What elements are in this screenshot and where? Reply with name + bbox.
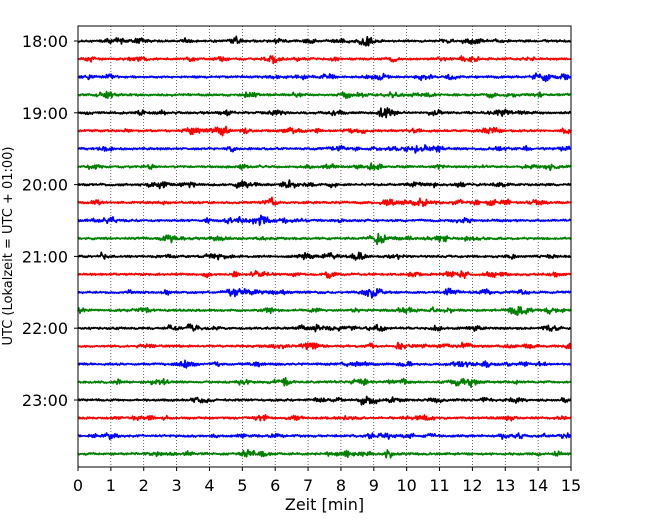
x-tick-label-5: 5 [237,476,247,495]
trace-2045 [77,232,572,246]
trace-2145 [77,305,572,317]
trace-2115 [77,269,572,280]
y-tick-label-2100: 21:00 [22,247,68,266]
trace-2230 [77,359,572,369]
x-axis-label: Zeit [min] [285,495,364,514]
trace-2200 [77,323,572,333]
trace-1800 [77,35,572,47]
y-axis-ticks: 18:00 19:00 20:00 21:00 22:00 23:00 [22,32,78,410]
trace-1830 [77,72,572,83]
y-tick-label-2000: 20:00 [22,176,68,195]
y-axis-label: UTC (Lokalzeit = UTC + 01:00) [1,147,16,346]
x-tick-label-3: 3 [172,476,182,495]
trace-2030 [77,214,572,226]
trace-1945 [77,162,572,172]
trace-2130 [77,287,572,299]
trace-1900 [77,107,572,119]
x-tick-label-6: 6 [270,476,280,495]
trace-1930 [77,144,572,154]
y-tick-label-1900: 19:00 [22,104,68,123]
plot-frame [77,25,572,468]
x-tick-label-15: 15 [561,476,581,495]
trace-2300 [77,395,572,406]
x-tick-label-2: 2 [139,476,149,495]
x-tick-label-8: 8 [336,476,346,495]
trace-1915 [77,125,572,137]
trace-lines [77,35,572,459]
x-tick-label-1: 1 [106,476,116,495]
x-tick-label-11: 11 [429,476,449,495]
y-tick-label-2200: 22:00 [22,319,68,338]
trace-2015 [77,196,572,208]
trace-1845 [77,90,572,100]
x-tick-label-14: 14 [528,476,548,495]
x-tick-label-7: 7 [303,476,313,495]
trace-2215 [77,341,572,351]
x-tick-label-9: 9 [369,476,379,495]
trace-2315 [77,414,572,422]
trace-2100 [77,251,572,261]
x-tick-label-12: 12 [462,476,482,495]
trace-2345 [77,448,572,459]
x-axis-ticks: 0 1 2 3 4 5 6 7 8 9 10 11 12 13 14 15 [73,467,581,495]
x-tick-label-4: 4 [204,476,214,495]
trace-2000 [77,179,572,190]
trace-2245 [77,377,572,389]
y-tick-label-2300: 23:00 [22,391,68,410]
trace-2330 [77,432,572,441]
x-tick-label-0: 0 [73,476,83,495]
y-tick-label-1800: 18:00 [22,32,68,51]
x-tick-label-13: 13 [495,476,515,495]
trace-1815 [77,55,572,65]
x-tick-label-10: 10 [396,476,416,495]
